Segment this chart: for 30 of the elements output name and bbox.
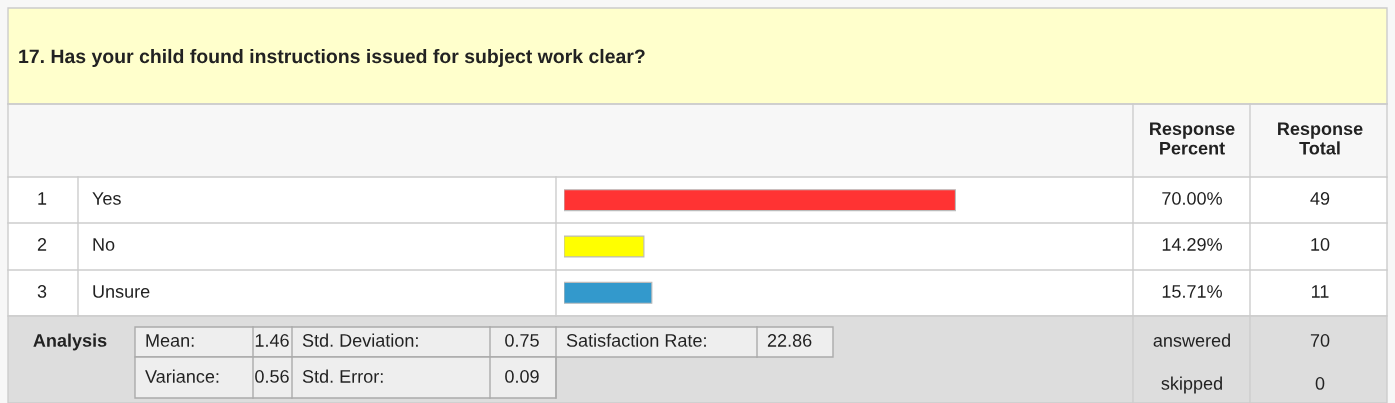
text: 22.86 — [767, 334, 812, 347]
data-label: 15.71% — [1162, 285, 1222, 298]
text: 11 — [1312, 285, 1329, 298]
text: answered — [1153, 333, 1230, 347]
text: 3 — [37, 285, 47, 298]
text: 1 — [38, 192, 47, 205]
y-tick-label: No — [93, 238, 115, 251]
text: 0 — [1315, 377, 1325, 390]
text: Analysis — [33, 333, 107, 351]
text: 17. Has your child found instructions issued for subject work clear? — [19, 48, 645, 68]
text: Mean: — [146, 334, 194, 347]
text: 0.09 — [505, 370, 539, 383]
text: Response Total — [1278, 122, 1363, 155]
text: skipped — [1161, 376, 1222, 394]
text: Std. Error: — [302, 369, 383, 383]
y-tick-label: Yes — [92, 192, 121, 205]
text: 0.56 — [255, 370, 289, 383]
text: Variance: — [145, 369, 219, 383]
text: 10 — [1311, 238, 1330, 251]
text: 49 — [1310, 192, 1330, 205]
y-tick-label: Unsure — [93, 285, 150, 298]
text: 70 — [1310, 334, 1330, 347]
text: 2 — [37, 238, 47, 251]
text: 0.75 — [505, 334, 539, 347]
data-label: 70.00% — [1162, 192, 1222, 205]
text: Satisfaction Rate: — [566, 333, 706, 347]
text: Response Percent — [1150, 122, 1235, 155]
data-label: 14.29% — [1162, 238, 1222, 251]
text: 1.46 — [255, 334, 289, 347]
text: Std. Deviation: — [302, 333, 418, 347]
